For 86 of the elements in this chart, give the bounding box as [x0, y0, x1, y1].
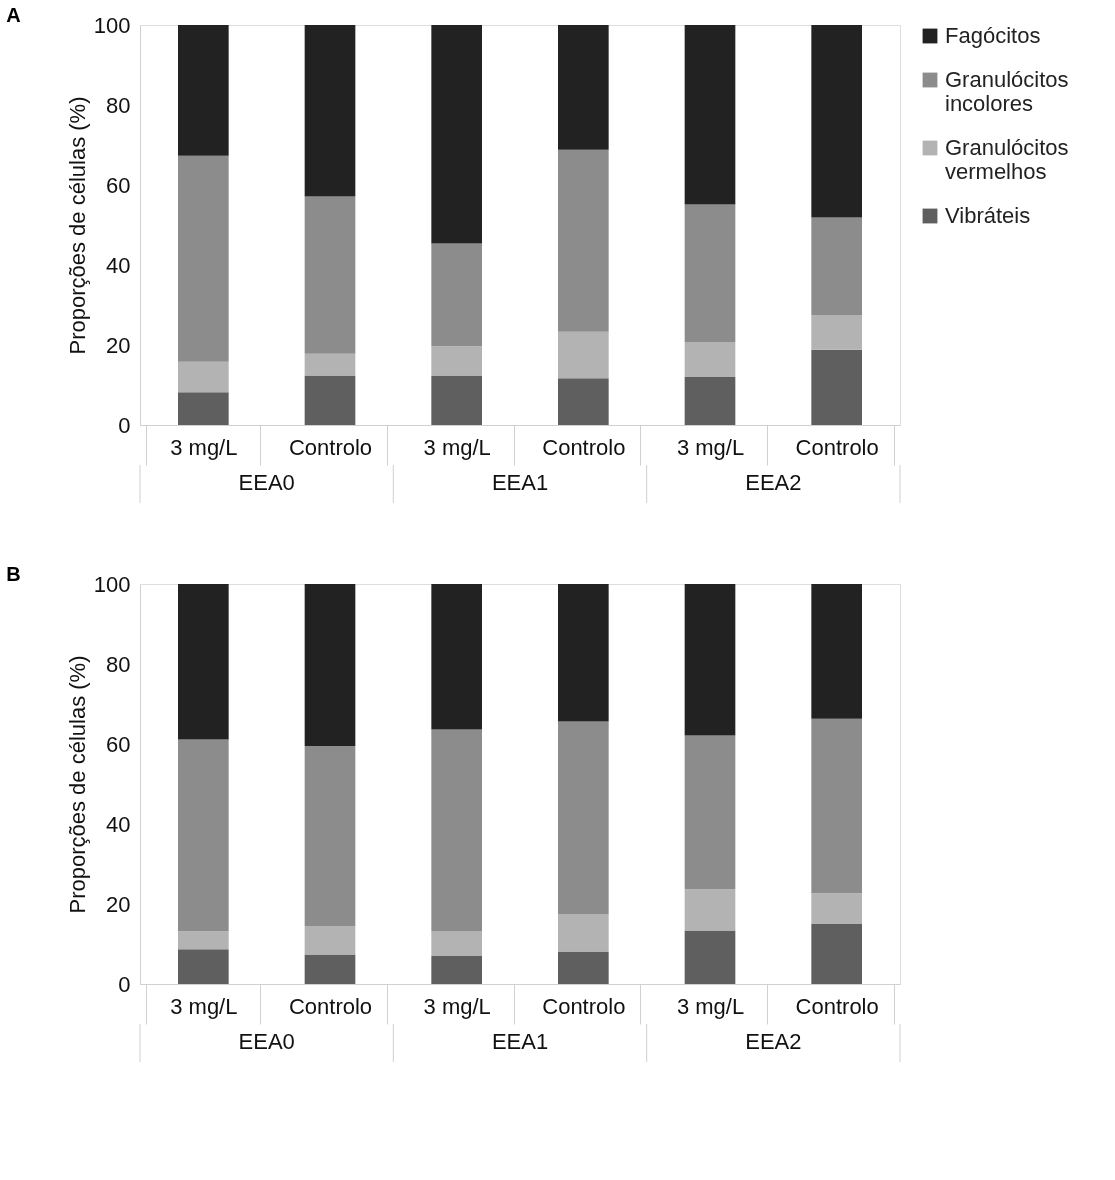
bar: [178, 739, 229, 932]
bar: [811, 924, 862, 984]
bar: [558, 951, 609, 984]
bar: [304, 584, 356, 746]
bar: [684, 930, 736, 984]
bar: [811, 349, 862, 425]
bar: [684, 377, 736, 425]
bar: [431, 25, 482, 244]
bar: [684, 204, 736, 343]
legend-label: Fagócitos: [945, 23, 1041, 48]
text: EEA0: [238, 1029, 295, 1054]
bar: [684, 25, 736, 205]
bar: [684, 584, 736, 736]
y-tick-label: 60: [106, 172, 131, 198]
x-tick-label: 3 mg/L: [423, 993, 491, 1019]
x-tick-label: Controlo: [542, 993, 626, 1019]
bar: [178, 949, 229, 984]
x-tick-label: 3 mg/L: [676, 993, 745, 1019]
bar: [684, 735, 736, 890]
bar: [304, 25, 356, 197]
bar: [178, 361, 229, 393]
y-axis-title: Proporções de células (%): [64, 96, 90, 355]
bar: [558, 149, 609, 332]
bar: [811, 217, 862, 316]
bar: [431, 584, 482, 730]
y-tick-label: 100: [93, 12, 131, 38]
bar: [304, 375, 356, 425]
bar: [811, 718, 862, 894]
bar: [811, 25, 862, 218]
x-tick-label: 3 mg/L: [170, 993, 238, 1019]
y-tick-label: 20: [106, 891, 131, 917]
x-tick-label: Controlo: [795, 993, 879, 1019]
y-tick-label: 0: [118, 412, 131, 438]
x-tick-label: 3 mg/L: [423, 434, 491, 460]
x-tick-label: Controlo: [795, 434, 879, 460]
bar: [304, 746, 356, 926]
bar: [558, 584, 609, 722]
y-tick-label: 100: [93, 571, 131, 597]
text: EEA2: [745, 1029, 802, 1054]
bar: [431, 729, 482, 932]
x-tick-label: Controlo: [288, 434, 373, 460]
bar: [431, 243, 482, 347]
y-tick-label: 0: [118, 971, 131, 997]
bar: [558, 378, 609, 425]
bar: [178, 584, 229, 740]
bar: [811, 584, 862, 719]
bar: [178, 931, 229, 950]
bar: [178, 155, 229, 362]
text: EEA1: [491, 1029, 549, 1054]
chart-title: B: [6, 563, 21, 585]
y-axis-title: Proporções de células (%): [64, 655, 90, 914]
bar: [811, 315, 862, 350]
y-tick-label: 40: [106, 252, 131, 278]
bar: [431, 955, 482, 984]
bar: [684, 889, 736, 931]
bar: [558, 721, 609, 915]
text: EEA1: [491, 470, 549, 495]
bar: [431, 931, 482, 956]
x-tick-label: Controlo: [542, 434, 626, 460]
text: EEA2: [745, 470, 802, 495]
y-tick-label: 60: [106, 731, 131, 757]
x-tick-label: 3 mg/L: [170, 434, 238, 460]
x-tick-label: Controlo: [288, 993, 373, 1019]
bar: [178, 25, 229, 156]
y-tick-label: 20: [106, 332, 131, 358]
bar: [178, 392, 229, 425]
bar: [558, 25, 609, 150]
y-tick-label: 40: [106, 811, 131, 837]
bar: [431, 346, 482, 376]
y-tick-label: 80: [106, 651, 131, 677]
bar: [304, 353, 356, 376]
bar: [304, 196, 356, 354]
bar: [684, 342, 736, 377]
bar: [431, 375, 482, 425]
text: EEA0: [238, 470, 295, 495]
legend-label: Vibráteis: [945, 203, 1031, 228]
bar: [304, 926, 356, 955]
legend-label: Granulócitos incolores: [945, 67, 1069, 116]
bar: [304, 954, 356, 984]
y-tick-label: 80: [106, 92, 131, 118]
x-tick-label: 3 mg/L: [676, 434, 745, 460]
bar: [558, 914, 609, 952]
legend-label: Granulócitos vermelhos: [945, 135, 1069, 184]
bar: [811, 893, 862, 924]
chart-title: A: [6, 4, 21, 26]
bar: [558, 331, 609, 379]
